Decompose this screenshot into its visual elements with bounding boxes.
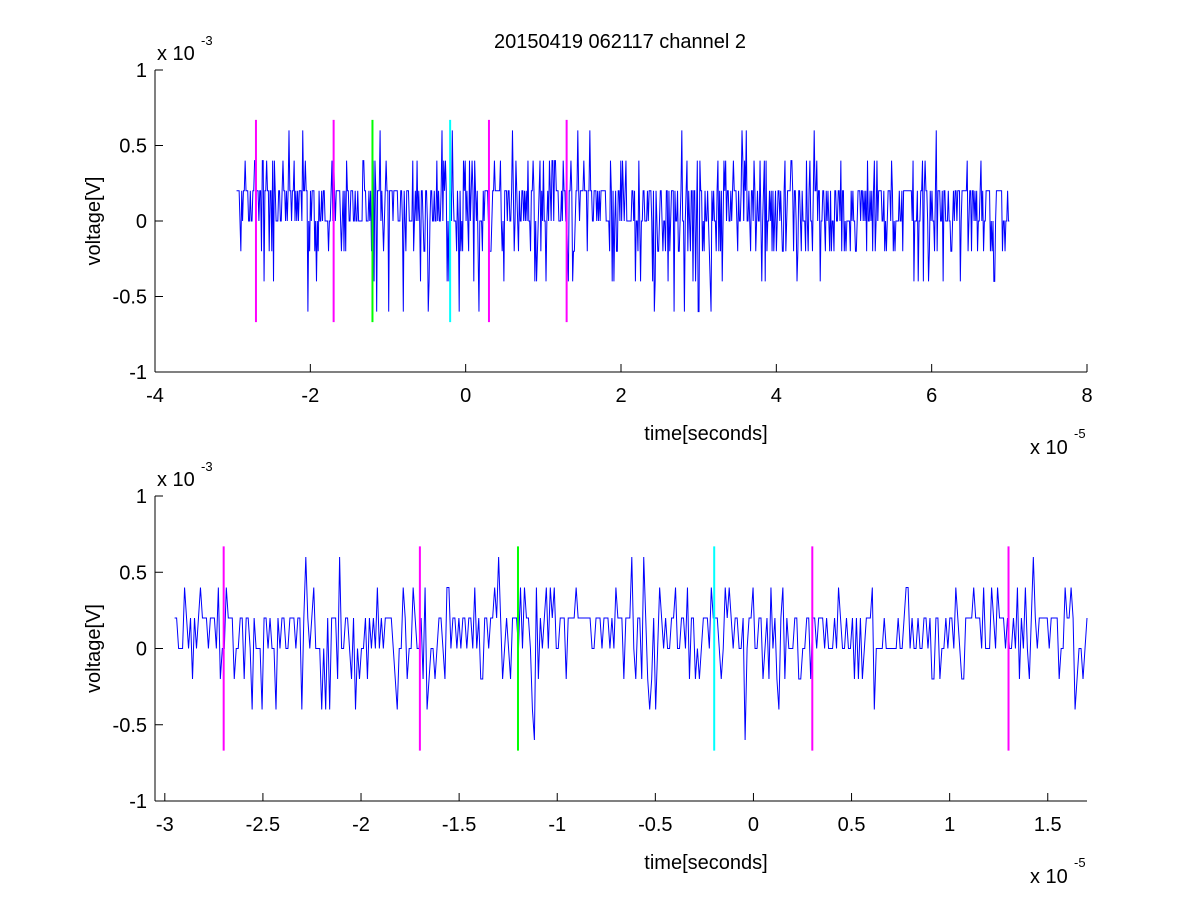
x-axis-label: time[seconds] <box>644 423 767 445</box>
y-tick-label: 1 <box>136 486 147 508</box>
bottom-plot: -3 -2.5 -2 -1.5 -1 -0.5 0 0.5 1 1.5 -1 -0.5 0 0.5 1 tim… <box>83 459 1088 888</box>
y-tick-label: 0 <box>136 639 147 661</box>
y-axis-label: voltage[V] <box>83 177 105 266</box>
x-tick-label: 8 <box>1081 385 1092 407</box>
x-exponent-label: x 10 <box>1030 866 1068 888</box>
x-tick-label: 0 <box>748 814 759 836</box>
x-tick-label: 0 <box>460 385 471 407</box>
y-tick-label: -1 <box>129 791 147 813</box>
y-tick-label: 0.5 <box>119 562 147 584</box>
signal-trace <box>236 130 1010 313</box>
x-tick-label: -2.5 <box>246 814 280 836</box>
x-axis-label: time[seconds] <box>644 852 767 874</box>
figure-title: 20150419 062117 channel 2 <box>494 31 746 53</box>
x-exponent-power: -5 <box>1074 855 1086 870</box>
y-tick-label: -0.5 <box>113 715 147 737</box>
y-tick-label: 0.5 <box>119 136 147 158</box>
x-tick-label: -2 <box>301 385 319 407</box>
x-tick-label: 1.5 <box>1034 814 1062 836</box>
y-tick-label: 0 <box>136 211 147 233</box>
y-tick-label: 1 <box>136 60 147 82</box>
x-tick-label: 1 <box>944 814 955 836</box>
x-tick-label: 4 <box>771 385 782 407</box>
x-tick-label: -2 <box>352 814 370 836</box>
y-exponent-label: x 10 <box>157 469 195 491</box>
x-tick-label: -3 <box>156 814 174 836</box>
y-exponent-label: x 10 <box>157 43 195 65</box>
signal-trace <box>174 556 1088 741</box>
x-tick-label: -1.5 <box>442 814 476 836</box>
x-tick-label: 6 <box>926 385 937 407</box>
y-axis-label: voltage[V] <box>83 604 105 693</box>
y-tick-label: -0.5 <box>113 287 147 309</box>
top-plot: -4 -2 0 2 4 6 8 -1 -0.5 0 0.5 1 time[seconds] voltage… <box>83 33 1093 459</box>
y-tick-label: -1 <box>129 362 147 384</box>
x-tick-label: 0.5 <box>838 814 866 836</box>
x-exponent-label: x 10 <box>1030 437 1068 459</box>
y-exponent-power: -3 <box>201 459 213 474</box>
x-tick-label: -4 <box>146 385 164 407</box>
x-tick-label: -1 <box>548 814 566 836</box>
y-exponent-power: -3 <box>201 33 213 48</box>
x-tick-label: -0.5 <box>638 814 672 836</box>
x-exponent-power: -5 <box>1074 426 1086 441</box>
x-tick-label: 2 <box>615 385 626 407</box>
